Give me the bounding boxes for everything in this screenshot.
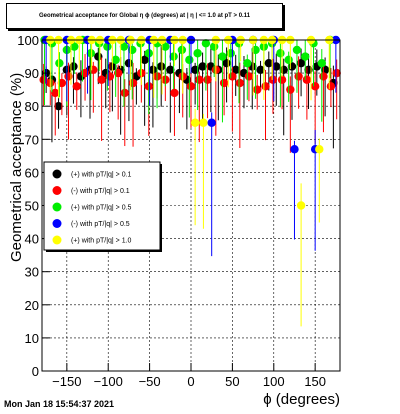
point-0-14 <box>148 65 158 74</box>
point-2-8 <box>103 42 112 51</box>
point-2-6 <box>86 49 96 58</box>
point-1-36 <box>326 82 336 91</box>
point-0-27 <box>256 65 265 74</box>
legend-marker-2 <box>52 202 62 212</box>
point-2-34 <box>317 58 326 68</box>
point-1-26 <box>244 72 254 81</box>
point-1-21 <box>203 75 212 84</box>
point-2-22 <box>218 52 227 61</box>
point-0-13 <box>140 55 149 65</box>
y-tick-label-10: 100 <box>17 33 39 48</box>
point-1-5 <box>72 82 81 91</box>
legend: (+) with pT/|q| > 0.1 (-) with pT/|q| > 0… <box>43 161 162 252</box>
point-2-32 <box>301 52 310 61</box>
y-tick-label-8: 80 <box>25 99 39 114</box>
y-tick-label-0: 0 <box>32 364 39 379</box>
point-2-10 <box>119 42 129 51</box>
y-tick-label-4: 40 <box>25 232 39 247</box>
point-2-2 <box>55 58 64 68</box>
legend-marker-3 <box>52 219 62 228</box>
point-1-2 <box>51 88 60 98</box>
x-axis-label: ϕ (degrees) <box>263 391 340 408</box>
series-1 <box>39 48 341 153</box>
point-1-29 <box>268 75 278 84</box>
point-0-2 <box>54 102 63 111</box>
y-tick-label-3: 30 <box>25 265 39 280</box>
point-4-26 <box>315 145 324 154</box>
point-1-35 <box>319 72 328 81</box>
point-4-14 <box>190 118 200 127</box>
legend-marker-1 <box>52 186 62 195</box>
x-tick-label-2: −50 <box>139 374 161 389</box>
chart-title: Geometrical acceptance for Global η ϕ (d… <box>6 3 283 29</box>
point-2-17 <box>177 45 187 55</box>
point-0-15 <box>157 62 166 71</box>
point-2-4 <box>70 42 79 51</box>
point-1-11 <box>120 88 129 98</box>
point-1-25 <box>235 78 245 88</box>
point-2-15 <box>161 42 170 51</box>
y-tick-label-7: 70 <box>25 132 39 147</box>
legend-label-1: (-) with pT/|q| > 0.1 <box>71 188 130 195</box>
point-2-18 <box>185 55 194 65</box>
legend-label-3: (-) with pT/|q| > 0.5 <box>71 221 130 228</box>
point-2-30 <box>284 55 293 65</box>
point-1-24 <box>228 72 237 81</box>
point-2-9 <box>111 55 120 65</box>
point-1-23 <box>219 78 229 88</box>
y-tick-label-9: 90 <box>25 66 39 81</box>
point-0-16 <box>166 65 175 74</box>
point-1-27 <box>253 85 262 94</box>
x-tick-label-0: −150 <box>52 374 81 389</box>
y-tick-label-6: 60 <box>25 165 39 180</box>
point-4-15 <box>199 118 208 127</box>
point-1-8 <box>97 75 106 84</box>
point-3-12 <box>290 145 299 154</box>
y-tick-label-5: 50 <box>25 199 39 214</box>
point-1-28 <box>261 82 270 91</box>
point-1-19 <box>186 82 196 91</box>
timestamp: Mon Jan 18 15:54:37 2021 <box>4 399 115 409</box>
point-0-28 <box>264 58 274 68</box>
x-tick-label-5: 100 <box>263 374 285 389</box>
point-2-16 <box>169 52 178 61</box>
x-tick-label-6: 150 <box>304 374 326 389</box>
point-2-19 <box>193 49 202 58</box>
point-2-20 <box>201 39 211 48</box>
y-axis-label: Geometrical acceptance (%) <box>8 73 25 262</box>
point-4-24 <box>296 201 306 210</box>
point-2-13 <box>144 49 153 58</box>
legend-marker-4 <box>52 235 62 245</box>
series-layer <box>39 35 341 327</box>
x-tick-label-4: 50 <box>225 374 239 389</box>
y-axis: 0 10 20 30 40 50 60 70 80 90 100 <box>17 33 50 379</box>
point-2-25 <box>243 58 252 68</box>
x-tick-label-3: 0 <box>187 374 194 389</box>
point-3-8 <box>207 118 216 127</box>
y-tick-label-2: 20 <box>25 298 39 313</box>
x-axis: −150 −100 −50 0 50 100 150 <box>52 363 326 389</box>
point-1-33 <box>302 75 312 84</box>
point-1-31 <box>286 85 295 94</box>
x-tick-label-1: −100 <box>94 374 123 389</box>
point-1-20 <box>195 75 204 84</box>
point-2-31 <box>292 45 302 55</box>
point-1-32 <box>294 72 303 81</box>
legend-marker-0 <box>52 169 62 179</box>
point-1-34 <box>310 82 320 91</box>
point-0-20 <box>198 62 207 71</box>
legend-label-0: (+) with pT/|q| > 0.1 <box>71 172 132 179</box>
point-1-37 <box>332 68 341 78</box>
legend-label-4: (+) with pT/|q| > 1.0 <box>71 238 132 245</box>
legend-label-2: (+) with pT/|q| > 0.5 <box>71 205 132 212</box>
point-1-17 <box>170 88 179 98</box>
point-2-29 <box>276 49 285 58</box>
point-0-24 <box>231 65 240 74</box>
y-tick-label-1: 10 <box>25 331 39 346</box>
